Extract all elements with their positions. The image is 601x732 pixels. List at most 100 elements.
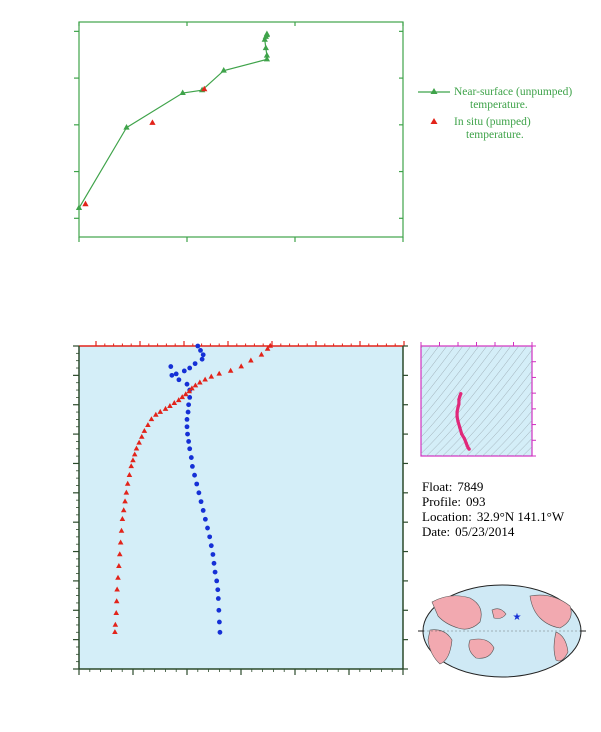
- pumped-point: [201, 85, 208, 92]
- salinity-point: [190, 463, 195, 469]
- land-mass: [468, 638, 495, 659]
- land-mass: [427, 629, 453, 665]
- ts-plot-frame: [420, 345, 533, 457]
- temperature-point: [116, 563, 122, 568]
- temperature-point: [189, 385, 195, 391]
- density-contour: [426, 346, 520, 456]
- density-contour: [522, 446, 532, 456]
- density-contour: [506, 429, 532, 456]
- temperature-point: [227, 367, 234, 373]
- density-contour: [450, 360, 532, 456]
- density-contour: [421, 346, 480, 420]
- unpumped-point: [263, 30, 271, 37]
- ts-point: [464, 441, 468, 446]
- float-location-marker: ★: [513, 612, 522, 623]
- temperature-point: [113, 598, 120, 604]
- salinity-point: [198, 348, 203, 353]
- temperature-point: [192, 382, 199, 388]
- temperature-point: [153, 411, 159, 417]
- salinity-point: [192, 361, 198, 367]
- salinity-point: [195, 343, 201, 349]
- temperature-point: [133, 445, 140, 451]
- density-contour: [421, 346, 472, 411]
- salinity-point: [196, 490, 202, 496]
- salinity-point: [184, 424, 190, 430]
- temperature-point: [208, 373, 215, 379]
- salinity-point: [200, 508, 206, 513]
- salinity-point: [173, 371, 179, 377]
- ts-point: [459, 392, 463, 396]
- profile-chart: [73, 341, 408, 675]
- top-plot-frame: [78, 21, 404, 238]
- ts-point: [455, 410, 459, 414]
- salinity-point: [214, 578, 220, 584]
- salinity-point: [207, 534, 213, 540]
- ts-point: [460, 432, 464, 436]
- temperature-point: [141, 427, 148, 433]
- temperature-point: [175, 397, 182, 403]
- salinity-point: [187, 365, 193, 371]
- temperature-point: [130, 457, 136, 463]
- legend-triangle-icon: [430, 118, 438, 124]
- salinity-point: [199, 356, 205, 362]
- land-mass: [553, 631, 569, 662]
- salinity-point: [192, 472, 197, 478]
- temperature-point: [157, 408, 164, 414]
- salinity-point: [169, 372, 175, 378]
- float-info: Float: 7849 Profile: 093 Location: 32.9°N 1…: [422, 479, 564, 539]
- temperature-point: [238, 363, 244, 369]
- info-date: Date: 05/23/2014: [422, 524, 515, 539]
- info-float: Float: 7849: [422, 479, 484, 494]
- salinity-point: [200, 352, 206, 358]
- temperature-point: [162, 405, 169, 411]
- density-contour: [421, 346, 512, 454]
- ts-point: [465, 444, 469, 448]
- salinity-point: [185, 409, 191, 415]
- pumped-point: [82, 200, 89, 207]
- temperature-point: [216, 370, 222, 376]
- salinity-point: [215, 587, 221, 593]
- salinity-point: [188, 455, 194, 460]
- temperature-point: [197, 379, 203, 385]
- temperature-point: [202, 376, 208, 382]
- density-contour: [490, 410, 532, 456]
- land-mass: [431, 595, 482, 630]
- legend-label-pumped-2: temperature.: [466, 129, 524, 141]
- temperature-point: [117, 539, 124, 545]
- density-contour: [442, 349, 532, 456]
- temperature-point: [148, 416, 155, 422]
- unpumped-point: [123, 124, 130, 130]
- density-contour: [514, 437, 532, 456]
- temperature-point: [122, 498, 128, 504]
- temperature-point: [182, 391, 189, 397]
- ts-point: [458, 394, 462, 398]
- ts-point: [457, 397, 461, 402]
- salinity-point: [208, 543, 214, 549]
- salinity-point: [202, 516, 208, 522]
- legend-line-triangle-icon: [418, 88, 450, 94]
- salinity-point: [216, 607, 222, 613]
- ts-point: [458, 426, 462, 430]
- salinity-point: [198, 499, 204, 505]
- salinity-point: [168, 364, 174, 369]
- salinity-point: [186, 439, 192, 444]
- temperature-point: [119, 516, 126, 522]
- ts-point: [456, 405, 460, 409]
- ts-point: [456, 419, 460, 424]
- temperature-point: [115, 574, 121, 580]
- land-mass: [529, 594, 572, 629]
- temperature-point: [118, 527, 125, 533]
- unpumped-point: [263, 55, 271, 62]
- temperature-point: [126, 472, 133, 477]
- density-contour: [466, 380, 532, 456]
- salinity-point: [210, 552, 216, 557]
- salinity-point: [215, 596, 221, 601]
- temperature-point: [124, 480, 131, 486]
- temperature-point: [167, 402, 173, 408]
- legend-label-unpumped-2: temperature.: [470, 99, 528, 111]
- density-contour: [498, 419, 532, 456]
- density-contour: [482, 400, 532, 456]
- temperature-point: [123, 489, 130, 495]
- unpumped-point: [262, 44, 269, 51]
- ts-diagram: [420, 342, 536, 457]
